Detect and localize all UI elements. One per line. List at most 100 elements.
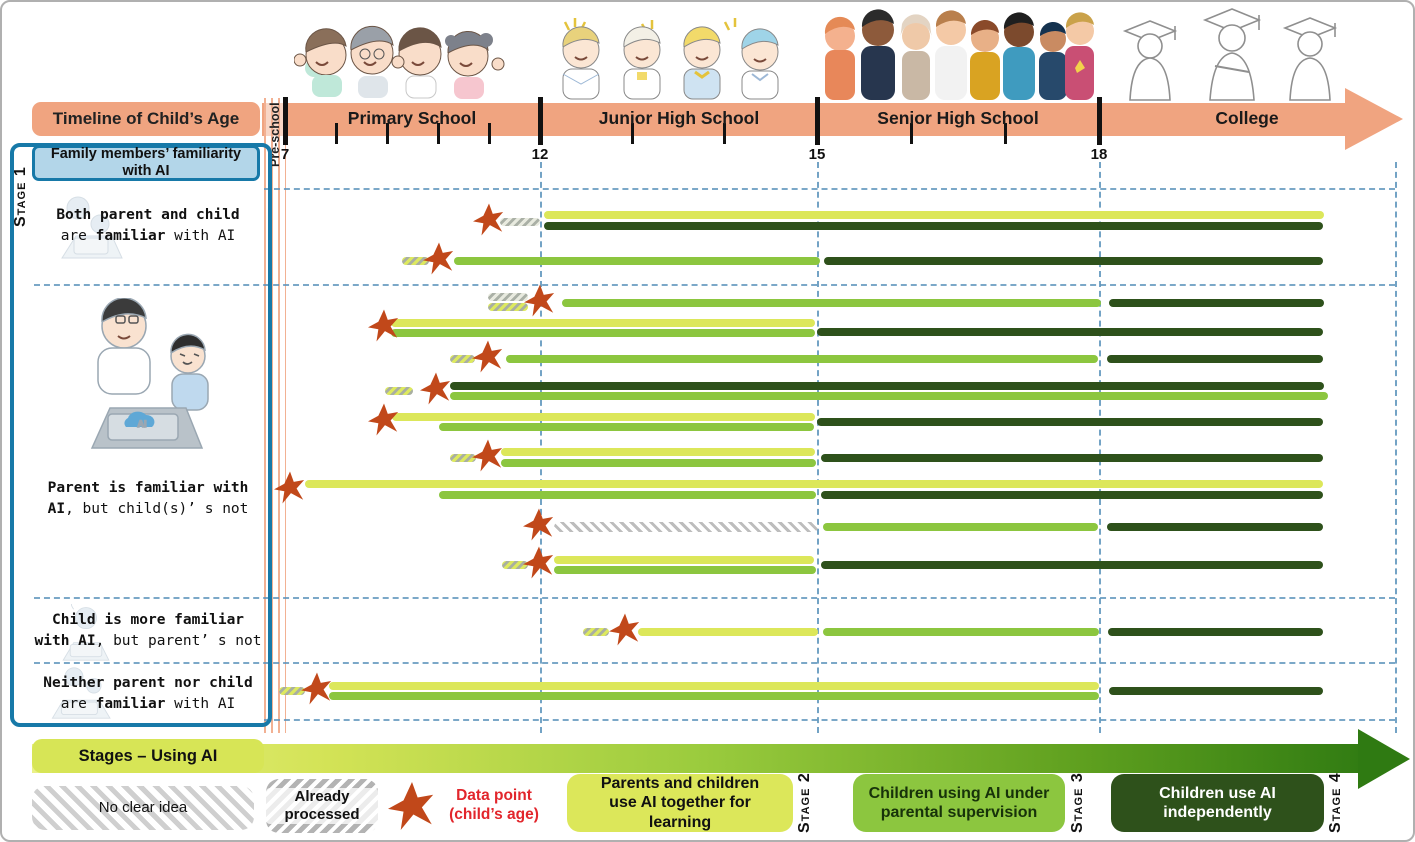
legend-stage4-box: Children use AI independently [1111, 774, 1324, 832]
data-point-star [274, 470, 306, 511]
age-tick-major [538, 97, 543, 145]
gantt-bar-hatchY [488, 303, 528, 311]
legend-no-clear-idea: No clear idea [32, 786, 254, 830]
gantt-bar-stage3 [501, 459, 816, 467]
category-separator-line [34, 597, 1395, 599]
category-label-3: Neither parent nor child are familiar wit… [43, 674, 253, 712]
primary-school-children-illustration [294, 25, 505, 99]
timeline-arrowhead [1345, 88, 1403, 150]
age-tick-label: 15 [808, 146, 826, 163]
age-tick-label: 7 [280, 146, 290, 163]
gantt-bar-hatchY [279, 687, 305, 695]
gantt-bar-stage4 [817, 328, 1323, 336]
gantt-bar-stage3 [439, 491, 816, 499]
data-point-star [523, 545, 555, 586]
ai-cloud-label: AI [138, 419, 147, 429]
age-tick-major [283, 97, 288, 145]
stages-arrowhead [1358, 729, 1410, 789]
gantt-bar-stage3 [506, 355, 1098, 363]
gantt-bar-stage2 [392, 413, 815, 421]
legend-already-processed: Already processed [266, 779, 378, 833]
data-point-star [524, 283, 556, 324]
gantt-bar-stage4 [821, 561, 1323, 569]
category-label-1: Parent is familiar with AI, but child(s)’… [47, 479, 249, 517]
category-separator-line [264, 719, 1395, 721]
gantt-bar-stage3 [562, 299, 1101, 307]
parent-child-laptop-illustration: AI [90, 298, 209, 449]
school-segment-label: Primary School [347, 108, 477, 128]
gantt-bar-stage2 [329, 682, 1099, 690]
age-tick-minor [1004, 123, 1007, 144]
data-point-star [423, 241, 455, 282]
gantt-bar-stage3 [823, 523, 1098, 531]
gantt-bar-stage3 [391, 329, 815, 337]
stages-using-ai-label: Stages – Using AI [32, 739, 264, 773]
gantt-bar-stage2 [391, 319, 815, 327]
legend-stage2-box: Parents and children use AI together for… [567, 774, 793, 832]
data-point-star [473, 202, 505, 243]
gantt-bar-stage4 [1107, 523, 1323, 531]
gantt-bar-stage2 [544, 211, 1324, 219]
gantt-bar-noidea [554, 522, 818, 532]
age-tick-minor [335, 123, 338, 144]
data-point-star [472, 438, 504, 479]
gantt-bar-stage4 [821, 454, 1323, 462]
gantt-bar-stage3 [329, 692, 1099, 700]
stage2-vertical-label: Stage 2 [796, 772, 813, 834]
age-tick-minor [488, 123, 491, 144]
gantt-bar-stage3 [823, 628, 1099, 636]
data-point-star [368, 308, 400, 349]
familiarity-header: Family members’ familiarity with AI [32, 145, 260, 181]
gantt-bar-stage4 [1109, 687, 1323, 695]
gantt-bar-stage3 [454, 257, 820, 265]
gantt-bar-hatchY [385, 387, 413, 395]
age-guide-line [817, 162, 819, 733]
data-point-star [301, 671, 333, 712]
gantt-bar-stage2 [305, 480, 1323, 488]
gantt-bar-stage4 [1108, 628, 1323, 636]
gantt-bar-hatchY [450, 454, 476, 462]
category-separator-line [264, 188, 1395, 190]
age-tick-minor [631, 123, 634, 144]
junior-high-students-illustration [562, 18, 779, 100]
parent-child-laptop-icon [61, 196, 123, 259]
school-segment-label: Junior High School [598, 108, 760, 128]
gantt-bar-stage3 [554, 566, 816, 574]
gantt-bar-stage3 [450, 392, 1328, 400]
data-point-star [420, 371, 452, 412]
gantt-bar-stage4 [1107, 355, 1323, 363]
gantt-bar-stage4 [824, 257, 1323, 265]
age-tick-minor [723, 123, 726, 144]
gantt-bar-stage2 [638, 628, 818, 636]
category-label-2: Child is more familiar with AI, but paren… [34, 611, 262, 649]
family-laptop-icon [51, 667, 111, 719]
legend-star-icon [388, 782, 434, 830]
data-point-star [472, 339, 504, 380]
age-tick-major [1097, 97, 1102, 145]
age-guide-line [1099, 162, 1101, 733]
college-graduates-illustration [1122, 8, 1338, 101]
gantt-bar-stage2 [501, 448, 815, 456]
gantt-bar-stage4 [450, 382, 1324, 390]
gantt-bar-hatchY [402, 257, 429, 265]
gantt-bar-stage3 [439, 423, 814, 431]
data-point-star [609, 612, 641, 653]
gantt-bar-stage4 [821, 491, 1323, 499]
school-segment-label: College [1215, 108, 1279, 128]
gantt-bar-stage2 [554, 556, 814, 564]
gantt-bar-stage4 [1109, 299, 1324, 307]
age-guide-line [540, 162, 542, 733]
gantt-bar-stage4 [817, 418, 1323, 426]
age-tick-minor [437, 123, 440, 144]
category-separator-line [34, 662, 1395, 664]
age-tick-major [815, 97, 820, 145]
timeline-title: Timeline of Child’s Age [32, 102, 260, 136]
stage3-vertical-label: Stage 3 [1069, 772, 1086, 834]
gantt-bar-stage4 [544, 222, 1323, 230]
school-segment-label: Senior High School [877, 108, 1039, 128]
gantt-bar-hatchY [450, 355, 475, 363]
legend-data-point: Data point (child’s age) [449, 787, 539, 823]
stage4-vertical-label: Stage 4 [1327, 772, 1344, 834]
stage1-vertical-label: Stage 1 [12, 166, 29, 228]
